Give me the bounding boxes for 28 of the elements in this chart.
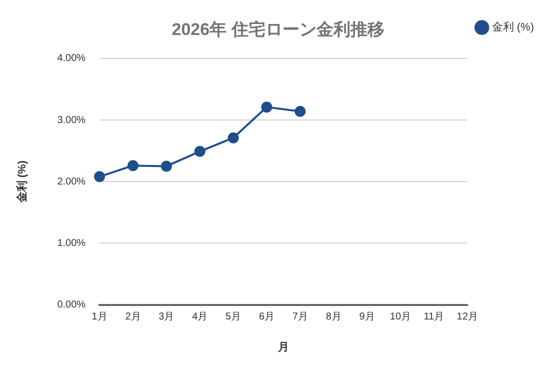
point — [294, 106, 306, 117]
y-tick-label: 3.00% — [57, 114, 86, 126]
chart-title: 2026年 住宅ローン金利推移 — [172, 20, 384, 39]
x-tick-label: 12月 — [456, 312, 478, 323]
x-tick-label: 7月 — [292, 312, 308, 323]
point — [160, 160, 172, 172]
x-tick-label: 2月 — [125, 312, 141, 323]
y-tick-label: 4.00% — [57, 53, 86, 64]
x-tick-label: 11月 — [424, 312, 444, 323]
x-tick-label: 5月 — [226, 312, 242, 323]
legend-label: 金利 (%) — [492, 20, 534, 34]
y-axis-title: 金利 (%) — [16, 160, 29, 204]
point — [94, 171, 106, 182]
x-tick-label: 9月 — [359, 312, 375, 323]
point — [228, 132, 239, 144]
x-tick-label: 8月 — [326, 312, 342, 323]
y-tick-label: 2.00% — [57, 176, 86, 188]
x-tick-label: 4月 — [192, 312, 208, 323]
x-tick-label: 1月 — [92, 312, 108, 323]
x-tick-label: 3月 — [158, 312, 174, 323]
x-tick-label: 10月 — [390, 312, 412, 323]
point — [127, 160, 138, 172]
y-tick-label: 0.00% — [57, 300, 86, 311]
point — [261, 102, 272, 113]
y-tick-label: 1.00% — [57, 238, 86, 249]
x-axis-title: 月 — [276, 341, 289, 354]
x-tick-label: 6月 — [258, 312, 275, 323]
point — [194, 146, 206, 157]
